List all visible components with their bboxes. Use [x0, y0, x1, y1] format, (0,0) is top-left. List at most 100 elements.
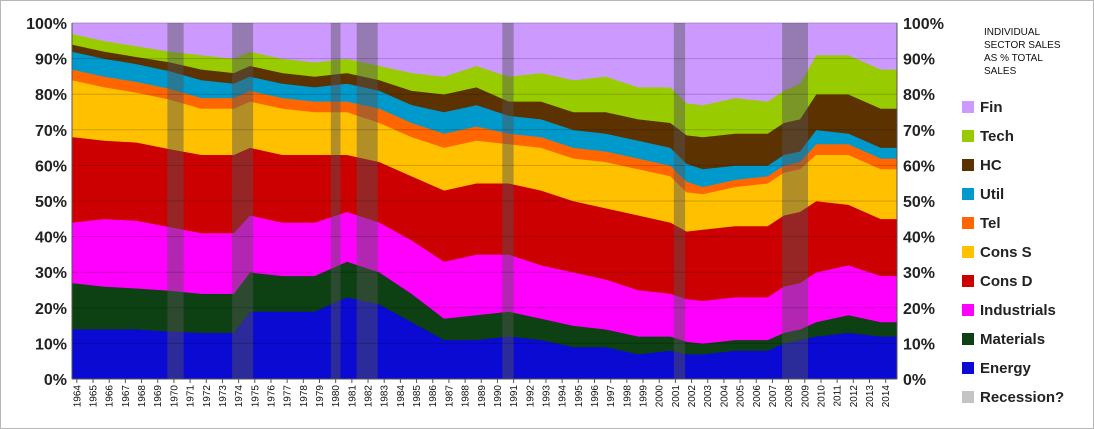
y-tick-label-right: 50% — [903, 194, 935, 211]
y-tick-label-right: 100% — [903, 16, 944, 33]
y-tick-label-left: 100% — [26, 16, 67, 33]
legend-swatch — [962, 362, 974, 374]
x-tick-label: 2014 — [881, 385, 892, 408]
x-tick-label: 1980 — [331, 385, 342, 408]
x-tick-label: 2005 — [736, 385, 747, 408]
x-tick-label: 2003 — [703, 385, 714, 408]
legend-title-line: SECTOR SALES — [984, 40, 1061, 51]
x-tick-label: 2002 — [687, 385, 698, 408]
y-tick-label-right: 70% — [903, 123, 935, 140]
legend-item-materials: Materials — [962, 328, 1092, 350]
legend-label: Cons D — [980, 272, 1033, 290]
x-tick-label: 1985 — [412, 385, 423, 408]
x-tick-label: 1971 — [186, 385, 197, 408]
x-tick-label: 2010 — [817, 385, 828, 408]
x-tick-label: 1978 — [299, 385, 310, 408]
y-tick-label-right: 90% — [903, 52, 935, 69]
x-tick-label: 1986 — [428, 385, 439, 408]
legend-item-fin: Fin — [962, 96, 1092, 118]
x-tick-label: 2001 — [671, 385, 682, 408]
x-tick-label: 1998 — [622, 385, 633, 408]
x-tick-label: 1994 — [558, 385, 569, 408]
legend-swatch — [962, 101, 974, 113]
recession-band — [232, 23, 254, 379]
legend-label: Tel — [980, 214, 1001, 232]
y-tick-label-right: 60% — [903, 158, 935, 175]
legend-item-hc: HC — [962, 154, 1092, 176]
legend-label: Materials — [980, 330, 1046, 348]
legend-swatch — [962, 304, 974, 316]
x-tick-label: 1965 — [89, 385, 100, 408]
x-tick-label: 2011 — [833, 385, 844, 407]
legend-title-line: INDIVIDUAL — [984, 27, 1041, 38]
legend-title-line: AS % TOTAL — [984, 53, 1043, 64]
x-tick-label: 1964 — [72, 385, 83, 408]
legend-item-recession: Recession? — [962, 386, 1092, 408]
legend-swatch — [962, 246, 974, 258]
y-tick-label-left: 0% — [44, 372, 67, 389]
y-tick-label-right: 30% — [903, 265, 935, 282]
recession-layer — [167, 23, 808, 379]
recession-band — [330, 23, 341, 379]
legend-title: INDIVIDUAL SECTOR SALES AS % TOTAL SALES — [984, 26, 1094, 78]
legend-swatch — [962, 159, 974, 171]
x-tick-label: 1993 — [542, 385, 553, 408]
legend-label: Tech — [980, 127, 1014, 145]
x-tick-label: 2008 — [784, 385, 795, 408]
x-tick-label: 1981 — [347, 385, 358, 408]
x-tick-label: 1988 — [461, 385, 472, 408]
legend-label: Energy — [980, 359, 1031, 377]
x-tick-label: 1990 — [493, 385, 504, 408]
x-tick-label: 1970 — [169, 385, 180, 408]
x-tick-label: 1973 — [218, 385, 229, 408]
legend-label: Util — [980, 185, 1005, 203]
x-tick-label: 1987 — [444, 385, 455, 408]
x-tick-label: 1983 — [380, 385, 391, 408]
y-tick-label-right: 20% — [903, 301, 935, 318]
legend-swatch — [962, 217, 974, 229]
x-tick-label: 2009 — [800, 385, 811, 408]
legend-label: HC — [980, 156, 1002, 174]
x-tick-label: 1997 — [606, 385, 617, 408]
x-tick-label: 1992 — [525, 385, 536, 408]
legend-label: Industrials — [980, 301, 1056, 319]
x-axis: 1964 1965 1966 1967 1968 1969 1970 1971 1972 1973… — [72, 379, 892, 407]
x-tick-label: 1975 — [250, 385, 261, 408]
y-tick-label-left: 20% — [35, 301, 67, 318]
x-tick-label: 1996 — [590, 385, 601, 408]
x-tick-label: 2006 — [752, 385, 763, 408]
y-tick-label-left: 70% — [35, 123, 67, 140]
x-tick-label: 1979 — [315, 385, 326, 408]
legend-title-line: SALES — [984, 66, 1017, 77]
x-tick-label: 2013 — [865, 385, 876, 408]
x-tick-label: 2007 — [768, 385, 779, 408]
x-tick-label: 1976 — [267, 385, 278, 408]
legend-item-cons-s: Cons S — [962, 241, 1092, 263]
y-axis-left: 0% 10% 20% 30% 40% 50% 60% 70% 80% 90% 100% — [26, 16, 67, 389]
y-axis-right: 0% 10% 20% 30% 40% 50% 60% 70% 80% 90% 100% — [903, 16, 944, 389]
x-tick-label: 2012 — [849, 385, 860, 408]
legend-item-tech: Tech — [962, 125, 1092, 147]
x-tick-label: 2000 — [655, 385, 666, 408]
legend-swatch — [962, 275, 974, 287]
x-tick-label: 1968 — [137, 385, 148, 408]
x-tick-label: 1967 — [121, 385, 132, 408]
x-tick-label: 1982 — [364, 385, 375, 408]
y-tick-label-right: 0% — [903, 372, 926, 389]
y-tick-label-left: 60% — [35, 158, 67, 175]
y-tick-label-left: 40% — [35, 230, 67, 247]
legend-swatch — [962, 333, 974, 345]
legend-item-tel: Tel — [962, 212, 1092, 234]
legend-item-util: Util — [962, 183, 1092, 205]
y-tick-label-left: 80% — [35, 87, 67, 104]
y-tick-label-left: 50% — [35, 194, 67, 211]
legend-label: Fin — [980, 98, 1003, 116]
y-tick-label-left: 90% — [35, 52, 67, 69]
y-tick-label-right: 10% — [903, 336, 935, 353]
x-tick-label: 1972 — [202, 385, 213, 408]
recession-band — [673, 23, 686, 379]
y-tick-label-left: 30% — [35, 265, 67, 282]
y-tick-label-right: 80% — [903, 87, 935, 104]
legend-item-energy: Energy — [962, 357, 1092, 379]
x-tick-label: 1989 — [477, 385, 488, 408]
